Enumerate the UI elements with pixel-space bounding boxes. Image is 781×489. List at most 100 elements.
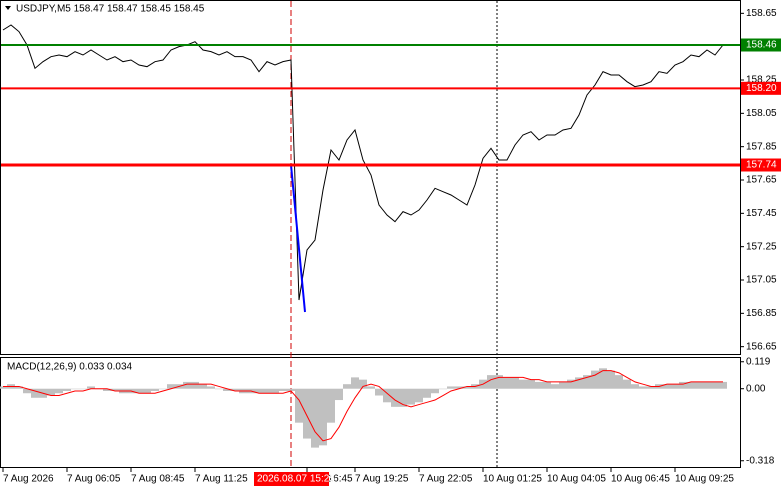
histogram-bar [87, 386, 95, 389]
x-tick-label: 7 Aug 06:05 [67, 474, 121, 485]
y-tick-label: 0.119 [746, 356, 771, 367]
y-tick-label: 0.00 [746, 383, 766, 394]
histogram-bar [215, 388, 223, 390]
histogram-bar [535, 381, 543, 389]
x-tick-label: 7 Aug 22:05 [419, 474, 473, 485]
y-tick-label: 157.85 [746, 141, 777, 152]
histogram-bar [0, 386, 7, 389]
histogram-bar [463, 386, 471, 389]
histogram-bar [151, 388, 159, 391]
histogram-bar [263, 388, 271, 394]
histogram-bar [599, 368, 607, 389]
histogram-bar [199, 384, 207, 389]
histogram-bar [551, 384, 559, 389]
histogram-bar [191, 381, 199, 389]
histogram-bar [567, 379, 575, 389]
x-tick-label: 10 Aug 06:45 [611, 474, 670, 485]
histogram-bar [231, 388, 239, 391]
histogram-bar [559, 381, 567, 389]
histogram-bar [23, 388, 31, 394]
histogram-bar [687, 381, 695, 389]
histogram-bar [319, 388, 327, 446]
histogram-bar [631, 384, 639, 389]
histogram-bar [391, 388, 399, 407]
histogram-bar [439, 388, 447, 390]
signal-line [3, 370, 723, 442]
y-tick-label: 157.65 [746, 175, 777, 186]
level-label: 157.74 [746, 160, 777, 171]
histogram-bar [671, 384, 679, 389]
histogram-bar [31, 388, 39, 398]
histogram-bar [639, 386, 647, 389]
histogram-bar [383, 388, 391, 403]
histogram-bar [223, 388, 231, 391]
histogram-bar [295, 388, 303, 423]
histogram-bar [55, 388, 63, 394]
histogram-bar [519, 379, 527, 389]
histogram-bar [527, 379, 535, 389]
histogram-bar [511, 377, 519, 389]
histogram-bar [311, 388, 319, 448]
histogram-bar [271, 388, 279, 394]
histogram-bar [327, 388, 335, 423]
histogram-bar [399, 388, 407, 407]
y-tick-label: 158.65 [746, 8, 777, 19]
level-label-box [741, 81, 781, 95]
histogram-bar [719, 381, 727, 389]
main-panel [0, 0, 741, 355]
histogram-bar [431, 388, 439, 394]
histogram-bar [135, 388, 143, 394]
histogram-bar [447, 386, 455, 389]
level-label: 158.46 [746, 40, 777, 51]
macd-title: MACD(12,26,9) 0.033 0.034 [7, 362, 133, 373]
histogram-bar [679, 381, 687, 389]
histogram-bar [15, 386, 23, 389]
histogram-bar [583, 375, 591, 389]
level-label: 158.20 [746, 83, 777, 94]
x-tick-label: 7 Aug 11:25 [195, 474, 248, 485]
y-tick-label: 157.05 [746, 275, 777, 286]
x-tick-label: 7 Aug 19:25 [355, 474, 409, 485]
histogram-bar [159, 388, 167, 390]
histogram-bar [487, 375, 495, 389]
histogram-bar [103, 388, 111, 391]
histogram-bar [647, 386, 655, 389]
trend-line [290, 164, 306, 313]
menu-arrow [5, 6, 11, 10]
histogram-bar [63, 388, 71, 391]
histogram-bar [167, 384, 175, 389]
histogram-bar [623, 379, 631, 389]
histogram-bar [183, 381, 191, 389]
y-tick-label: 157.45 [746, 208, 777, 219]
level-label-box [741, 38, 781, 52]
histogram-bar [279, 388, 287, 391]
histogram-bar [455, 386, 463, 389]
level-label-box [741, 158, 781, 172]
histogram-bar [287, 388, 295, 391]
y-tick-label: -0.318 [746, 455, 775, 466]
histogram-bar [495, 375, 503, 389]
histogram-bar [407, 388, 415, 405]
histogram-bar [47, 388, 55, 396]
histogram-bar [575, 377, 583, 389]
y-tick-label: 156.65 [746, 341, 777, 352]
histogram-bar [615, 375, 623, 389]
y-tick-label: 157.25 [746, 241, 777, 252]
histogram-bar [71, 388, 79, 390]
y-tick-label: 156.85 [746, 308, 777, 319]
histogram-bar [423, 388, 431, 398]
histogram-bar [695, 381, 703, 389]
histogram-bar [415, 388, 423, 403]
crosshair-label-box [254, 472, 329, 486]
histogram-bar [375, 388, 383, 396]
x-tick-label: Aug 16:45 [307, 474, 353, 485]
y-tick-label: 158.05 [746, 108, 777, 119]
histogram-bar [207, 386, 215, 389]
histogram-bar [503, 377, 511, 389]
histogram-bar [111, 388, 119, 391]
histogram-bar [351, 377, 359, 389]
x-tick-label: 7 Aug 08:45 [131, 474, 185, 485]
histogram-bar [335, 388, 343, 401]
x-tick-label: 10 Aug 04:05 [547, 474, 606, 485]
